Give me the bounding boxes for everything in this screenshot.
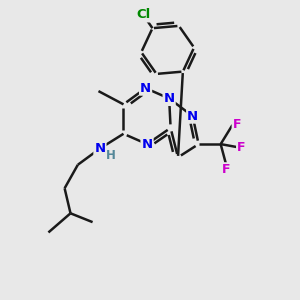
Text: Cl: Cl: [136, 8, 150, 21]
Text: F: F: [222, 163, 231, 176]
Text: N: N: [187, 110, 198, 123]
Text: N: N: [94, 142, 106, 155]
Text: H: H: [106, 148, 116, 161]
Text: N: N: [140, 82, 151, 95]
Text: F: F: [232, 118, 241, 131]
Text: N: N: [164, 92, 175, 105]
Text: N: N: [142, 138, 153, 151]
Text: F: F: [237, 141, 245, 154]
